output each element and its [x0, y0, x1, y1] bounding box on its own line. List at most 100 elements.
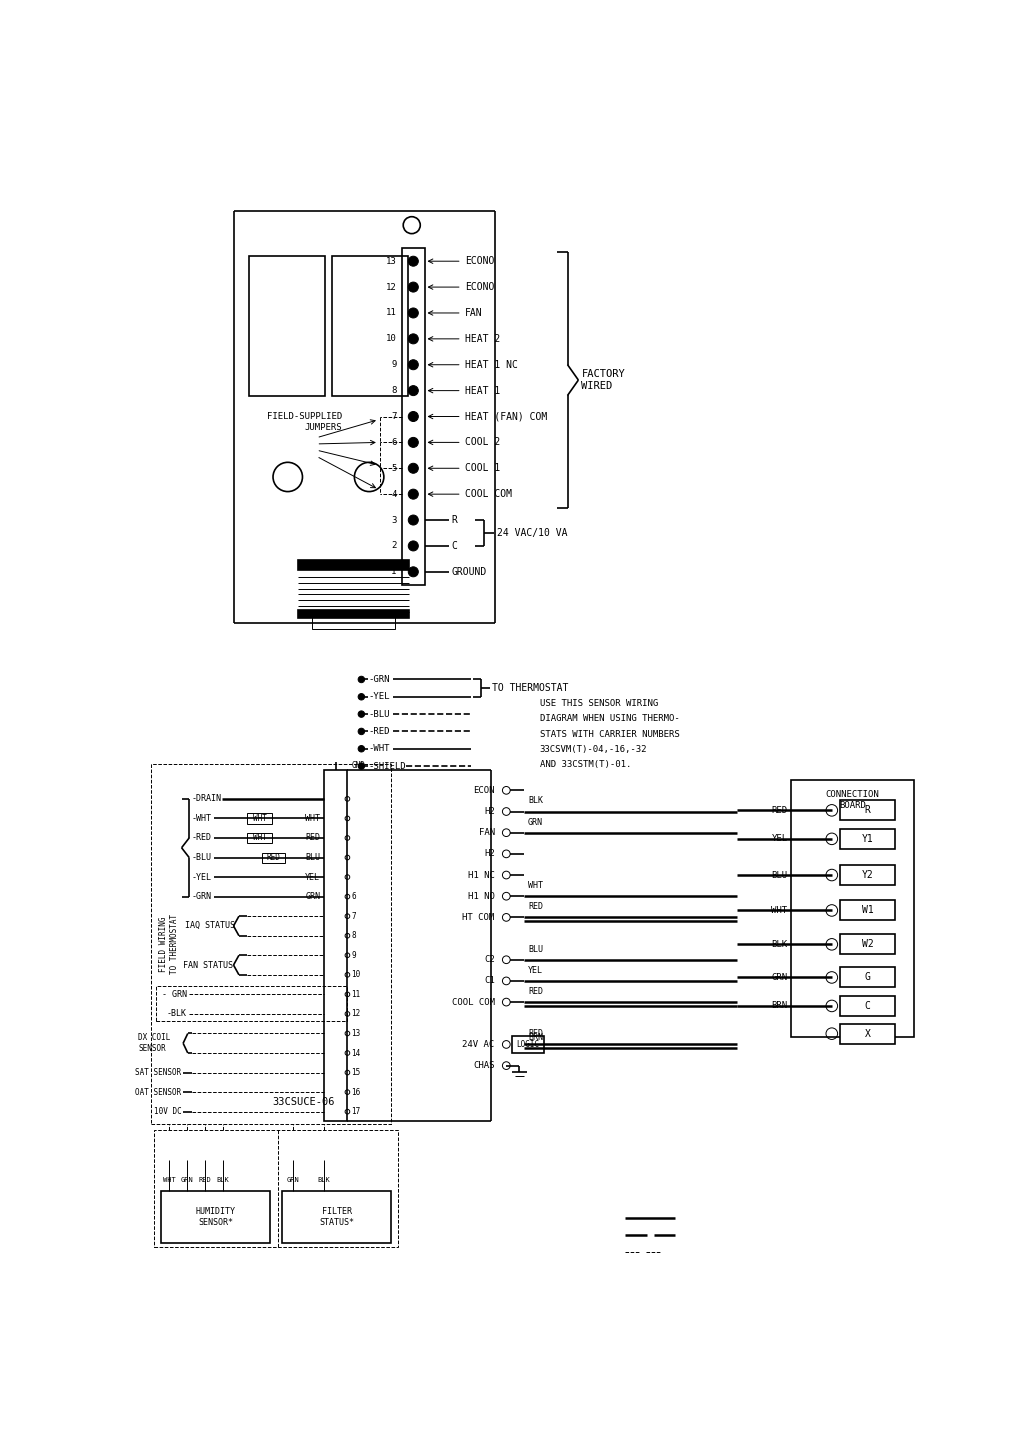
- Text: - GRN: - GRN: [162, 989, 187, 999]
- Text: 13: 13: [386, 256, 397, 266]
- Text: 11: 11: [352, 989, 361, 999]
- Text: 24V AC: 24V AC: [463, 1040, 495, 1048]
- Text: ECON: ECON: [473, 786, 495, 795]
- Bar: [839, 935, 895, 955]
- Bar: [162, 1191, 270, 1243]
- Circle shape: [408, 360, 419, 370]
- Circle shape: [358, 694, 365, 700]
- Text: TO THERMOSTAT: TO THERMOSTAT: [493, 683, 569, 693]
- Text: FACTORY
WIRED: FACTORY WIRED: [581, 369, 625, 392]
- Text: YEL: YEL: [528, 966, 543, 975]
- Text: WHT: WHT: [163, 1176, 175, 1184]
- Text: 4: 4: [391, 490, 397, 498]
- Circle shape: [358, 711, 365, 717]
- Bar: [332, 256, 408, 396]
- Bar: [324, 769, 347, 1122]
- Text: DX COIL
SENSOR: DX COIL SENSOR: [138, 1032, 170, 1053]
- Text: COOL COM: COOL COM: [465, 490, 511, 500]
- Text: 33CSVM(T)-04,-16,-32: 33CSVM(T)-04,-16,-32: [539, 744, 647, 755]
- Text: R: R: [452, 516, 458, 526]
- Text: 9: 9: [352, 950, 356, 960]
- Text: 33CSUCE-06: 33CSUCE-06: [272, 1097, 335, 1107]
- Bar: [298, 611, 409, 618]
- Text: 7: 7: [352, 912, 356, 920]
- Circle shape: [408, 412, 419, 422]
- Text: H1 NC: H1 NC: [468, 871, 495, 880]
- Text: -RED: -RED: [192, 834, 211, 842]
- Text: 8: 8: [352, 932, 356, 940]
- Text: H2: H2: [484, 806, 495, 816]
- Text: 6: 6: [391, 438, 397, 446]
- Text: WHT: WHT: [771, 906, 788, 914]
- Text: WHT: WHT: [305, 814, 321, 822]
- Text: 9: 9: [391, 360, 397, 369]
- Text: OAT SENSOR: OAT SENSOR: [135, 1087, 181, 1097]
- Text: FAN: FAN: [478, 828, 495, 837]
- Text: 5: 5: [391, 464, 397, 472]
- Circle shape: [408, 282, 419, 292]
- Text: -RED: -RED: [368, 727, 390, 736]
- Text: BLK: BLK: [318, 1176, 331, 1184]
- Text: YEL: YEL: [771, 834, 788, 844]
- Circle shape: [408, 516, 419, 526]
- Text: -DRAIN: -DRAIN: [192, 795, 222, 804]
- Text: 10V DC: 10V DC: [154, 1107, 181, 1116]
- Text: Y1: Y1: [862, 834, 873, 844]
- Circle shape: [408, 541, 419, 552]
- Text: COOL 1: COOL 1: [465, 464, 500, 474]
- Text: Y2: Y2: [862, 870, 873, 880]
- Text: GROUND: GROUND: [452, 567, 487, 577]
- Text: 8: 8: [391, 386, 397, 395]
- Text: -YEL: -YEL: [192, 873, 211, 881]
- Text: LOGIC: LOGIC: [517, 1040, 539, 1048]
- Bar: [839, 968, 895, 988]
- Text: SAT SENSOR: SAT SENSOR: [135, 1068, 181, 1077]
- Circle shape: [358, 677, 365, 683]
- Bar: [839, 829, 895, 848]
- Circle shape: [408, 464, 419, 474]
- Text: GRN: GRN: [180, 1176, 194, 1184]
- Circle shape: [408, 438, 419, 448]
- Text: -BLU: -BLU: [192, 852, 211, 863]
- Text: 17: 17: [352, 1107, 361, 1116]
- Text: RED: RED: [528, 1030, 543, 1038]
- Text: 11: 11: [386, 308, 397, 317]
- Text: C1: C1: [484, 976, 495, 985]
- Text: H1 NO: H1 NO: [468, 891, 495, 900]
- Text: GRN: GRN: [528, 818, 543, 827]
- Circle shape: [408, 386, 419, 396]
- Circle shape: [358, 729, 365, 734]
- Text: 7: 7: [391, 412, 397, 420]
- Bar: [246, 832, 272, 844]
- Text: 16: 16: [352, 1087, 361, 1097]
- Text: C: C: [865, 1001, 870, 1011]
- Text: RED: RED: [266, 852, 280, 863]
- Text: CONNECTION
BOARD: CONNECTION BOARD: [826, 789, 879, 809]
- Text: FIELD-SUPPLIED
JUMPERS: FIELD-SUPPLIED JUMPERS: [267, 412, 342, 432]
- Text: GRN: GRN: [305, 893, 321, 901]
- Bar: [839, 865, 895, 886]
- Text: -BLK: -BLK: [167, 1009, 187, 1018]
- Text: FAN STATUS: FAN STATUS: [184, 960, 233, 969]
- Text: 24 VAC/10 VA: 24 VAC/10 VA: [497, 528, 567, 539]
- Text: FILTER
STATUS*: FILTER STATUS*: [319, 1207, 354, 1227]
- Text: HEAT 1: HEAT 1: [465, 386, 500, 396]
- Text: G: G: [865, 972, 870, 982]
- Text: HUMIDITY
SENSOR*: HUMIDITY SENSOR*: [196, 1207, 236, 1227]
- Circle shape: [358, 746, 365, 752]
- Text: HT COM: HT COM: [463, 913, 495, 922]
- Bar: [156, 986, 347, 1021]
- Text: USE THIS SENSOR WIRING: USE THIS SENSOR WIRING: [539, 698, 658, 707]
- Circle shape: [408, 334, 419, 344]
- Text: -BLU: -BLU: [368, 710, 390, 719]
- Bar: [282, 1191, 391, 1243]
- Bar: [151, 765, 391, 1123]
- Text: ECONO: ECONO: [465, 282, 494, 292]
- Bar: [246, 814, 272, 824]
- Text: STATS WITH CARRIER NUMBERS: STATS WITH CARRIER NUMBERS: [539, 730, 679, 739]
- Circle shape: [358, 763, 365, 769]
- Text: -GRN: -GRN: [368, 675, 390, 684]
- Text: CHAS: CHAS: [473, 1061, 495, 1070]
- Text: RED: RED: [528, 986, 543, 996]
- Text: HEAT (FAN) COM: HEAT (FAN) COM: [465, 412, 547, 422]
